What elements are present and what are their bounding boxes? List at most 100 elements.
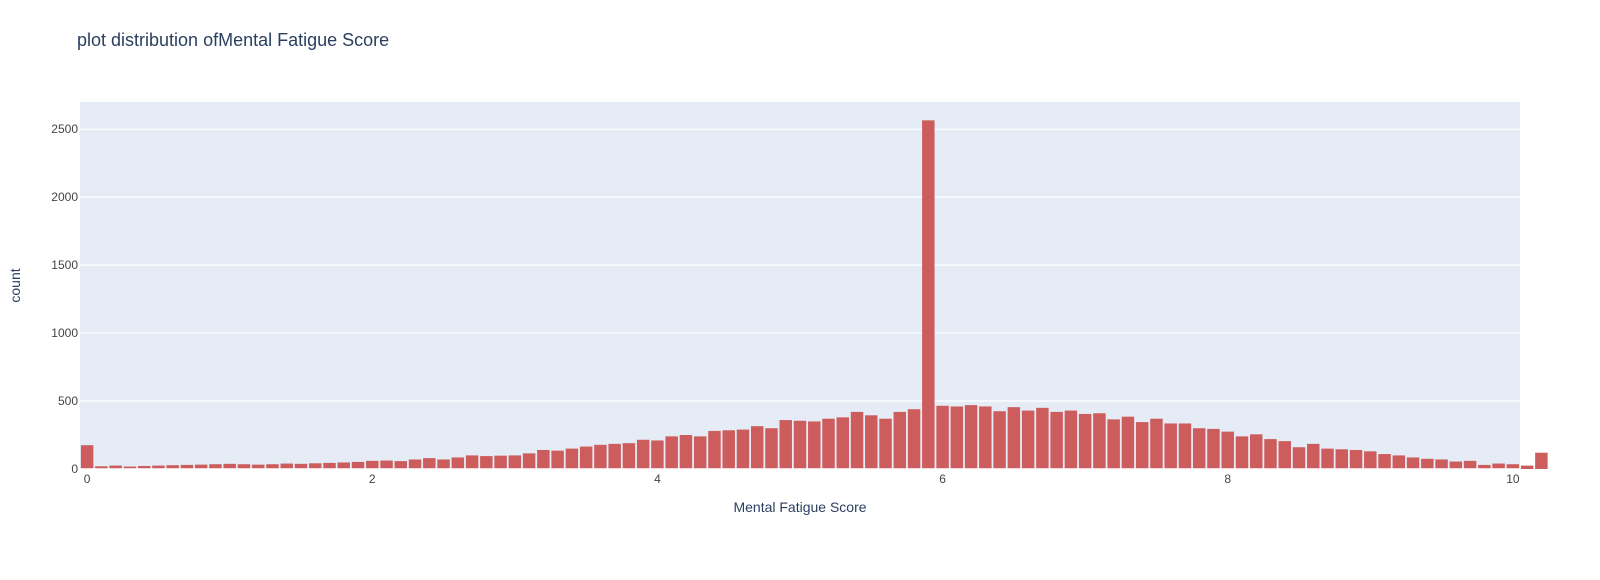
- histogram-bar[interactable]: [1378, 454, 1391, 469]
- histogram-bar[interactable]: [337, 462, 350, 469]
- histogram-bar[interactable]: [1221, 431, 1234, 469]
- histogram-bar[interactable]: [1535, 452, 1548, 469]
- histogram-bar[interactable]: [1021, 410, 1035, 469]
- histogram-bar[interactable]: [266, 464, 279, 469]
- histogram-bar[interactable]: [1335, 449, 1349, 469]
- histogram-bar[interactable]: [1107, 419, 1120, 469]
- histogram-bar[interactable]: [594, 444, 607, 469]
- histogram-bar[interactable]: [1349, 449, 1363, 469]
- histogram-bar[interactable]: [109, 465, 122, 469]
- histogram-bar[interactable]: [1421, 458, 1434, 469]
- histogram-bar[interactable]: [665, 436, 678, 469]
- histogram-bar[interactable]: [394, 461, 408, 469]
- histogram-bar[interactable]: [209, 464, 222, 469]
- histogram-bar[interactable]: [180, 464, 194, 469]
- histogram-bar[interactable]: [480, 456, 493, 469]
- histogram-bar[interactable]: [494, 455, 507, 469]
- histogram-bar[interactable]: [80, 445, 94, 469]
- histogram-bar[interactable]: [237, 464, 251, 469]
- histogram-bar[interactable]: [1192, 428, 1206, 469]
- histogram-bar[interactable]: [166, 465, 179, 469]
- histogram-bar[interactable]: [152, 465, 165, 469]
- histogram-bar[interactable]: [1392, 455, 1406, 469]
- histogram-bar[interactable]: [693, 436, 707, 469]
- histogram-bar[interactable]: [323, 462, 336, 469]
- histogram-bar[interactable]: [1178, 423, 1192, 469]
- histogram-bar[interactable]: [993, 411, 1006, 469]
- histogram-bar[interactable]: [1321, 448, 1334, 469]
- histogram-bar[interactable]: [879, 418, 892, 469]
- histogram-bar[interactable]: [137, 466, 151, 469]
- histogram-bar[interactable]: [508, 455, 522, 469]
- histogram-bar[interactable]: [380, 460, 393, 469]
- histogram-bar[interactable]: [736, 429, 750, 469]
- histogram-bar[interactable]: [294, 463, 308, 469]
- histogram-bar[interactable]: [622, 443, 636, 469]
- histogram-bar[interactable]: [836, 417, 850, 469]
- histogram-bar[interactable]: [451, 457, 465, 469]
- histogram-bar[interactable]: [850, 411, 864, 469]
- histogram-bar[interactable]: [1150, 418, 1163, 469]
- histogram-bar[interactable]: [750, 426, 764, 469]
- histogram-bar[interactable]: [1492, 463, 1505, 469]
- histogram-bar[interactable]: [708, 430, 721, 469]
- histogram-bar[interactable]: [423, 458, 436, 469]
- histogram-bar[interactable]: [1135, 422, 1149, 469]
- histogram-bar[interactable]: [123, 466, 137, 469]
- histogram-bar[interactable]: [1093, 413, 1106, 469]
- histogram-bar[interactable]: [1007, 407, 1021, 469]
- histogram-bar[interactable]: [1264, 439, 1277, 469]
- histogram-bar[interactable]: [1406, 457, 1420, 469]
- histogram-bar[interactable]: [679, 435, 693, 469]
- histogram-bar[interactable]: [950, 406, 964, 469]
- histogram-bar[interactable]: [95, 466, 108, 469]
- histogram-bar[interactable]: [1506, 464, 1520, 469]
- histogram-bar[interactable]: [907, 409, 921, 469]
- histogram-bar[interactable]: [1478, 464, 1491, 469]
- histogram-bar[interactable]: [1235, 436, 1249, 469]
- histogram-bar[interactable]: [351, 461, 365, 469]
- histogram-bar[interactable]: [1164, 423, 1177, 469]
- histogram-bar[interactable]: [1435, 459, 1448, 469]
- histogram-bar[interactable]: [779, 420, 792, 469]
- histogram-bar[interactable]: [1463, 460, 1477, 469]
- histogram-bar[interactable]: [1307, 443, 1320, 469]
- histogram-bar[interactable]: [366, 460, 379, 469]
- histogram-bar[interactable]: [1064, 410, 1078, 469]
- histogram-bar[interactable]: [964, 405, 978, 469]
- histogram-bar[interactable]: [1449, 461, 1463, 469]
- histogram-bar[interactable]: [522, 453, 536, 469]
- histogram-bar[interactable]: [1250, 434, 1263, 469]
- histogram-bar[interactable]: [579, 446, 593, 469]
- histogram-bar[interactable]: [1050, 411, 1063, 469]
- histogram-bar[interactable]: [893, 411, 907, 469]
- histogram-bar[interactable]: [865, 415, 878, 469]
- histogram-bar[interactable]: [1278, 441, 1291, 469]
- histogram-bar[interactable]: [765, 428, 778, 469]
- histogram-bar[interactable]: [437, 459, 450, 469]
- histogram-bar[interactable]: [1520, 465, 1534, 469]
- histogram-bar[interactable]: [223, 463, 236, 469]
- histogram-bar[interactable]: [280, 463, 293, 469]
- histogram-bar[interactable]: [1078, 413, 1092, 469]
- histogram-bar[interactable]: [936, 405, 949, 469]
- histogram-bar[interactable]: [1121, 416, 1135, 469]
- histogram-bar[interactable]: [1036, 407, 1049, 469]
- histogram-bar[interactable]: [551, 450, 564, 469]
- histogram-bar[interactable]: [251, 464, 265, 469]
- histogram-bar[interactable]: [309, 463, 322, 469]
- histogram-bar[interactable]: [1207, 428, 1220, 469]
- histogram-bar[interactable]: [722, 430, 735, 469]
- histogram-bar[interactable]: [793, 420, 807, 469]
- histogram-bar[interactable]: [565, 448, 579, 469]
- histogram-bar[interactable]: [822, 418, 835, 469]
- histogram-bar[interactable]: [537, 449, 550, 469]
- histogram-bar[interactable]: [808, 421, 821, 469]
- histogram-bar[interactable]: [979, 406, 992, 469]
- histogram-bar[interactable]: [636, 439, 650, 469]
- histogram-bar[interactable]: [194, 464, 208, 469]
- histogram-bar[interactable]: [465, 455, 479, 469]
- histogram-bar[interactable]: [1364, 451, 1377, 469]
- histogram-bar[interactable]: [408, 459, 422, 469]
- histogram-bar[interactable]: [922, 120, 935, 469]
